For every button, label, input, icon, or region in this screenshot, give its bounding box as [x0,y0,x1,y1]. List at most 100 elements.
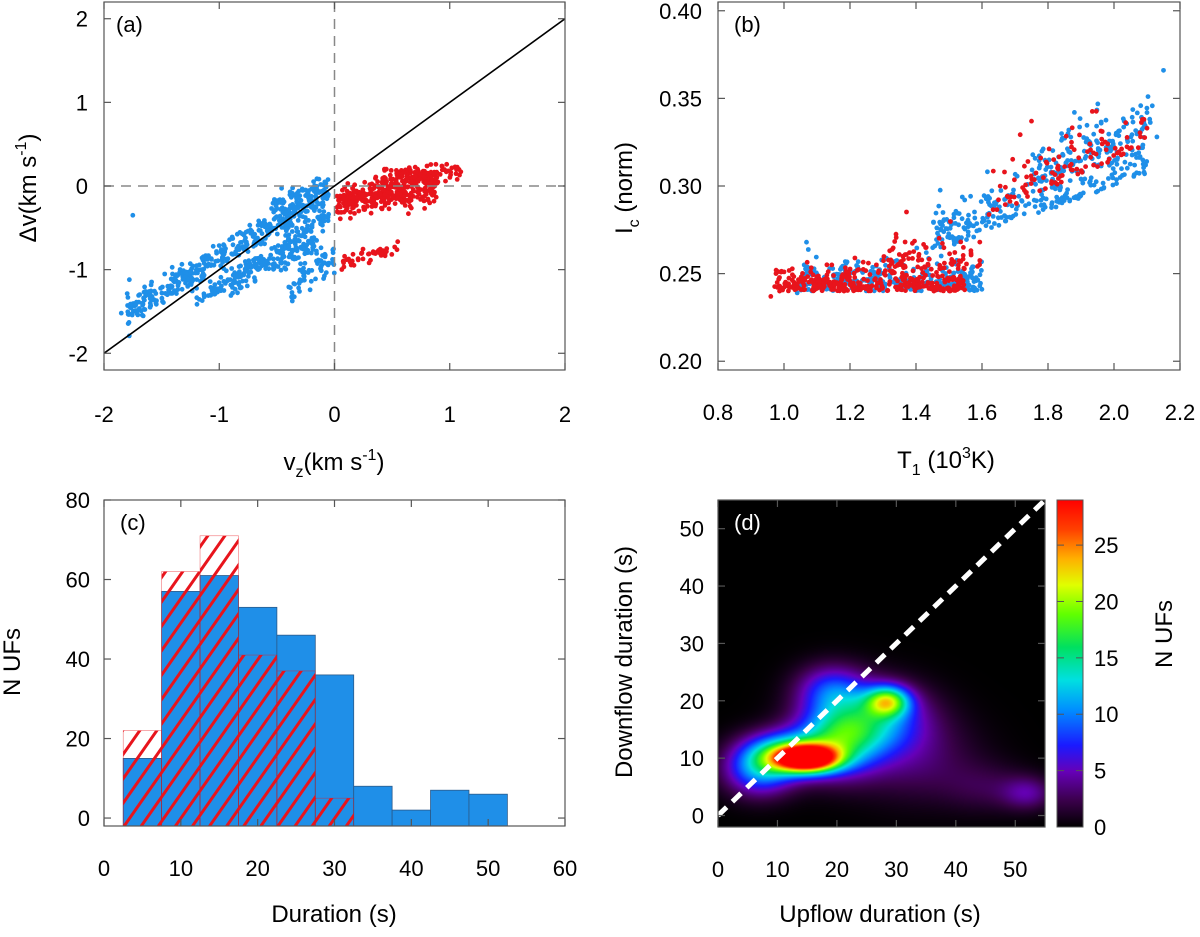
panel-b-point [1011,187,1016,193]
panel-a-point [424,181,430,187]
panel-b-point [1095,188,1101,194]
panel-b-point [1142,171,1147,177]
panel-a-point [230,280,236,286]
panel-a-point [360,187,366,193]
panel-a-point [221,243,227,249]
panel-a-point [289,249,295,255]
panel-a-point [351,262,357,268]
panel-b-point [1099,129,1105,134]
panel-b-point [966,274,972,279]
panel-b-point [773,267,779,273]
panel-a-point [360,192,365,198]
panel-b-point [1115,150,1120,156]
panel-a-point [305,223,310,229]
x-tick-label: 20 [245,856,269,881]
panel-b-point [1049,185,1055,190]
panel-b-point [1059,131,1064,137]
panel-b-point [903,280,908,286]
panel-b-point [958,239,964,245]
panel-a-point [314,248,319,254]
panel-a-point [216,280,222,286]
panel-b-point [1088,175,1094,181]
panel-b-point [847,266,853,272]
panel-a-point [427,200,433,206]
panel-b-point [1100,180,1106,186]
panel-b-point [839,274,845,279]
panel-a-point [251,257,256,263]
panel-a-point [360,246,366,252]
panel-a-point [294,190,300,196]
panel-a-point [311,179,316,185]
panel-b-point [973,275,979,281]
panel-a-point [318,245,324,251]
panel-b-point [1048,164,1054,170]
panel-b-point [940,273,945,279]
panel-a-point [345,181,351,186]
panel-b-point [892,239,898,244]
panel-a-point [245,228,251,234]
panel-b-point [806,279,812,285]
panel-a-point [295,195,301,201]
panel-a-point [406,199,412,205]
panel-b-point [836,282,842,288]
panel-a-point [377,246,383,252]
panel-b-point [1134,110,1140,116]
panel-a-one-to-one-line [104,17,565,355]
panel-b-point [1059,173,1065,178]
panel-a-point [393,178,399,184]
panel-b-point [1088,147,1093,153]
panel-b-point [851,270,857,276]
panel-b-point [1084,122,1090,128]
panel-b-point [1138,103,1144,109]
panel-b-point [805,247,811,252]
panel-a-point [411,174,417,180]
panel-b-point [964,220,969,226]
panel-b-point [860,259,866,265]
panel-b-point [1002,213,1007,219]
panel-b-point [1020,185,1025,191]
panel-b-point [882,272,888,278]
panel-b-point [919,257,925,263]
panel-a-point [320,228,326,234]
panel-a-point [209,262,214,267]
panel-a-point [187,270,193,275]
panel-b-x-axis-label: T1 (103K) [897,445,995,479]
panel-b-point [990,168,996,174]
panel-a-point [313,276,318,282]
panel-a: -2 -1 0 1 2 -2 -1 0 1 2 (a) vz(km s-1) Δv(km s-1) [13,1,571,481]
panel-b-point [992,221,997,226]
panel-a-point [252,278,258,283]
panel-b-point [1144,105,1150,111]
y-tick-label: 0.40 [659,0,702,24]
panel-a-point [443,178,448,184]
panel-b-point [972,209,977,215]
panel-a-point [232,286,238,292]
panel-a-point [406,211,411,217]
panel-a-point [302,219,308,225]
panel-b-point [1039,192,1044,198]
panel-a-point [314,258,319,264]
panel-a-point [285,261,291,267]
panel-b-point [953,208,959,214]
panel-a-point [168,283,174,289]
panel-a-point [137,292,143,297]
panel-a-point [439,167,445,173]
panel-b-point [1103,117,1109,123]
panel-b-point [1129,114,1135,120]
panel-b-point [996,222,1002,228]
panel-a-point [308,278,314,284]
y-tick-label: 50 [680,517,704,542]
panel-b-point [852,275,858,280]
panel-a-point [282,212,288,217]
panel-b-point [1129,132,1135,138]
panel-a-point [395,191,400,197]
panel-a-point [356,208,362,214]
panel-a-point [140,302,146,308]
panel-b-point [986,212,992,217]
panel-b-point [952,250,958,255]
panel-b: 0.8 1.0 1.2 1.4 1.6 1.8 2.0 2.2 0.20 0.25 0.30 0.35… [611,0,1195,479]
panel-b-point [1142,135,1148,141]
panel-b-point [1133,128,1139,134]
